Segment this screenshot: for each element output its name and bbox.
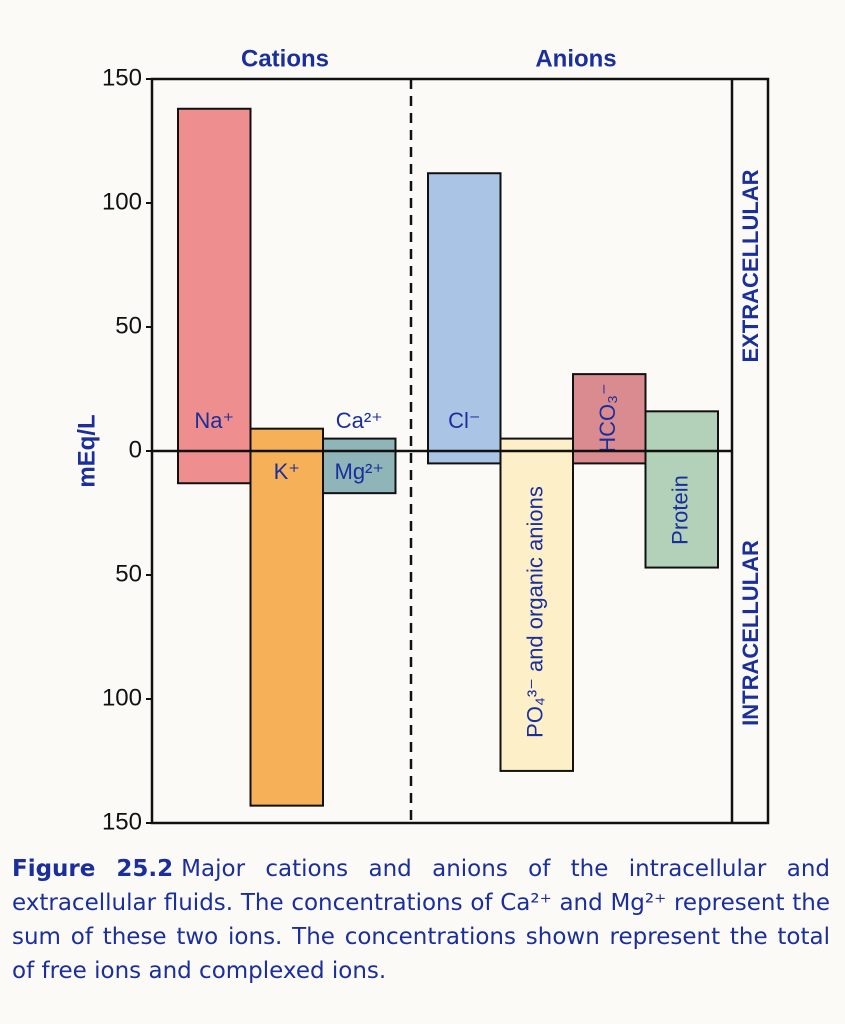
bar [644,410,719,453]
bar-label: PO₄³⁻ and organic anions [523,486,548,738]
frame [150,77,770,825]
bar [427,450,502,465]
group-title: Anions [535,45,616,72]
bar-label: Mg²⁺ [335,459,385,484]
bar [249,450,324,807]
bar-label: HCO₃⁻ [595,383,620,452]
chart: Cations Anions mEq/L EXTRACELLULAR INTRA… [73,45,770,835]
y-tick-label: 150 [102,808,142,835]
bar-label: Cl⁻ [448,408,480,433]
bar [249,427,324,452]
bar [499,437,574,453]
y-tick-label: 100 [102,188,142,215]
y-axis-label: mEq/L [73,414,100,487]
bar [177,450,252,485]
bar-label: K⁺ [274,459,300,484]
group-title: Cations [241,45,329,72]
bar [322,450,397,495]
bar [322,437,397,453]
y-tick-label: 0 [129,436,142,463]
bar-label: Ca²⁺ [336,408,383,433]
bar [644,450,719,569]
y-tick-label: 150 [102,64,142,91]
bar [177,107,252,452]
y-tick-label: 100 [102,684,142,711]
caption-text: Major cations and anions of the intracel… [12,856,830,984]
caption: Figure 25.2 Major cations and anions of t… [12,852,830,988]
region-label: EXTRACELLULAR [738,169,763,362]
bar-label: Protein [668,475,693,545]
y-tick-label: 50 [115,560,142,587]
bar [499,450,574,772]
region-label: INTRACELLULAR [738,540,763,726]
caption-label: Figure 25.2 [12,856,174,882]
y-tick-label: 50 [115,312,142,339]
bar-label: Na⁺ [194,408,234,433]
bar [572,373,647,452]
